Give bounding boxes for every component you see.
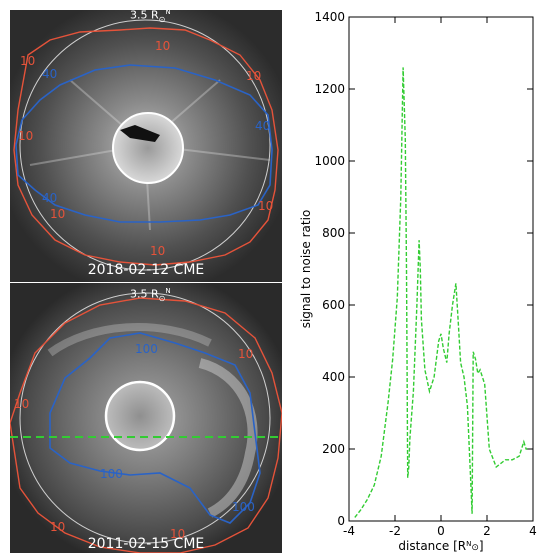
contour-label-outer: 10 (50, 520, 65, 534)
contour-label-inner: 40 (42, 67, 57, 81)
contour-label-outer: 10 (170, 527, 185, 541)
cme-date-label: 2018-02-12 CME (87, 262, 205, 278)
occulter-disk (112, 112, 184, 184)
contour-inner (15, 64, 273, 223)
x-axis-title: distance [RN⊙] (398, 539, 483, 553)
cme-image-2011: 100 100 100 10 10 10 10 3.5 R⊙N 2011-02-… (10, 283, 282, 553)
cme-image-2018: 10 10 10 10 10 10 10 40 40 40 3.5 R⊙N 20… (10, 10, 282, 282)
radius-label-text: 3.5 R (130, 10, 159, 22)
radius-label: 3.5 R⊙N (130, 10, 171, 24)
radius-label-text: 3.5 R (130, 287, 159, 301)
x-tick-label: 2 (483, 524, 491, 538)
x-axis-title-text: distance [R (398, 539, 466, 553)
contour-label-inner: 40 (42, 191, 57, 205)
contour-outer (13, 27, 279, 266)
y-tick-label: 1200 (314, 82, 345, 96)
radius-circle (19, 19, 271, 271)
y-axis-title: signal to noise ratio (299, 210, 313, 329)
x-tick-label: 0 (437, 524, 445, 538)
y-tick-label: 1400 (314, 10, 345, 24)
contour-label-outer: 10 (246, 69, 261, 83)
contour-label-outer: 10 (258, 199, 273, 213)
x-axis: -4 -2 0 2 4 (343, 17, 537, 538)
y-tick-label: 0 (337, 514, 345, 528)
contour-label-outer: 10 (150, 244, 165, 258)
x-tick-label: -2 (389, 524, 401, 538)
contour-label-inner: 100 (232, 500, 255, 514)
y-tick-label: 1000 (314, 154, 345, 168)
contour-label-outer: 10 (238, 347, 253, 361)
x-tick-label: 4 (529, 524, 537, 538)
y-tick-label: 200 (322, 442, 345, 456)
y-tick-label: 600 (322, 298, 345, 312)
cme-date-label: 2011-02-15 CME (87, 536, 205, 552)
contour-inner (49, 332, 261, 524)
y-tick-label: 400 (322, 370, 345, 384)
plot-frame (348, 16, 534, 522)
contour-label-inner: 100 (135, 342, 158, 356)
snr-chart: 0 200 400 600 800 1000 1200 1400 -4 -2 0 2 4 signal… (299, 10, 537, 553)
contour-label-inner: 100 (100, 467, 123, 481)
contour-label-outer: 10 (50, 207, 65, 221)
snr-series-line (354, 67, 528, 518)
y-tick-label: 800 (322, 226, 345, 240)
radius-circle (19, 292, 271, 544)
contour-outer (10, 297, 282, 553)
contour-label-outer: 10 (18, 129, 33, 143)
cme-image-2018-graphic: 10 10 10 10 10 10 10 40 40 40 (10, 10, 282, 282)
x-tick-label: -4 (343, 524, 355, 538)
contour-label-outer: 10 (14, 397, 29, 411)
contour-label-outer: 10 (155, 39, 170, 53)
radius-label: 3.5 R⊙N (130, 287, 171, 303)
cme-image-2011-graphic: 100 100 100 10 10 10 10 (10, 283, 282, 553)
occulter-disk (104, 380, 176, 452)
contour-label-inner: 40 (255, 119, 270, 133)
contour-label-outer: 10 (20, 54, 35, 68)
y-axis: 0 200 400 600 800 1000 1200 1400 (314, 10, 533, 528)
filament (120, 125, 160, 142)
